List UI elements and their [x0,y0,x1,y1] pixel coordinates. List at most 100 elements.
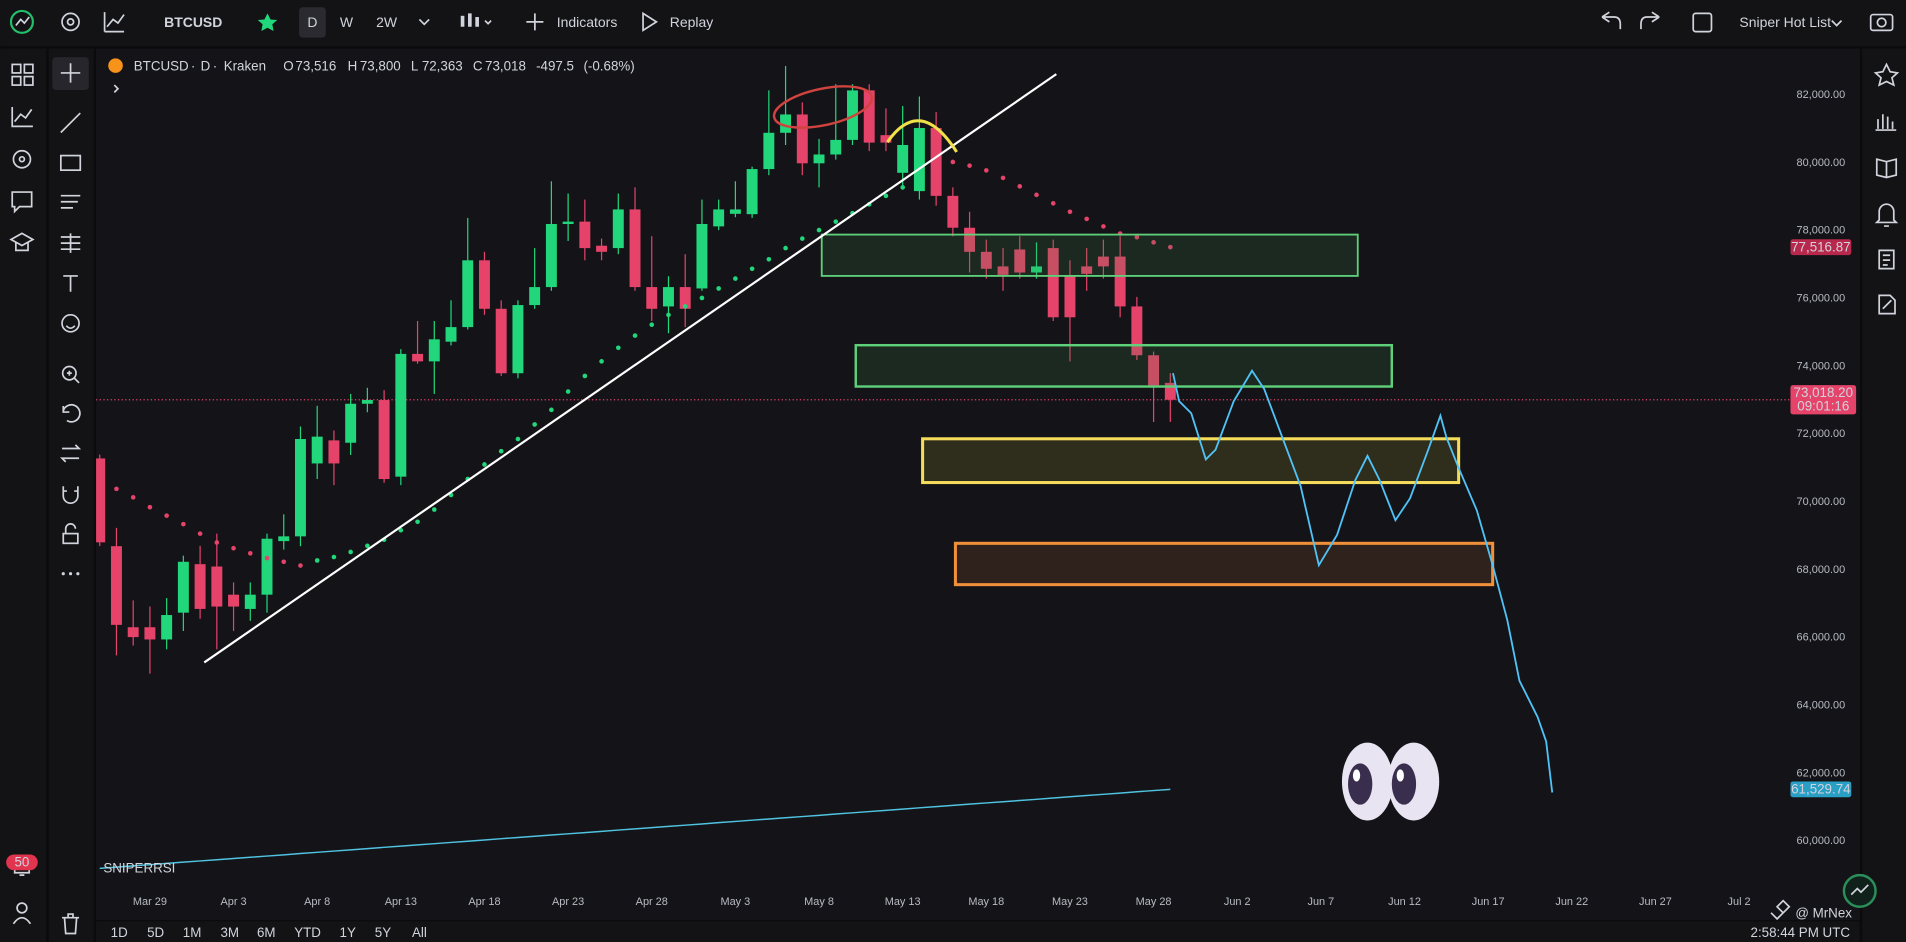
range-button[interactable]: 1D [111,925,128,940]
candle-body [679,287,691,309]
undo-button[interactable] [1601,11,1622,30]
legend-separator: · [213,58,217,73]
indicator-label: SNIPERRSI [103,861,175,876]
y-tick-label: 80,000.00 [1797,157,1846,169]
range-button[interactable]: 5Y [375,925,391,940]
candle-body [1114,256,1126,307]
legend-value: 72,363 [422,58,463,73]
text-tool[interactable] [63,275,78,292]
x-tick-label: May 23 [1052,896,1088,908]
range-button[interactable]: 1M [183,925,202,940]
candle-body [144,627,156,640]
watchlist-button[interactable]: Sniper Hot List [1739,14,1831,30]
interval-button[interactable]: D [307,14,317,30]
bottom-toolbar [96,921,1860,942]
range-button[interactable]: 5D [147,925,164,940]
range-button[interactable]: 1Y [340,925,356,940]
y-tick-label: 72,000.00 [1797,428,1846,440]
zone [854,343,1394,388]
symbol[interactable]: BTCUSD [164,14,222,30]
layout-button[interactable] [1692,12,1713,33]
legend-separator: · [191,58,195,73]
chat-button[interactable] [11,191,33,214]
candle-body [278,536,290,542]
magnet-tool[interactable] [62,486,79,504]
fib-tool[interactable] [60,194,81,209]
emoji-tool[interactable] [61,313,80,333]
interval-button[interactable]: 2W [376,14,398,30]
hotlist-button[interactable] [12,149,32,169]
shape-tool[interactable] [59,154,82,172]
sar-dot [114,486,119,492]
chart-button[interactable] [11,106,33,128]
favorite-star[interactable] [257,13,278,31]
legend-key: C [473,58,483,73]
replay-tool[interactable] [59,444,82,463]
chart-type-button[interactable] [103,12,125,33]
indicators-button[interactable]: Indicators [557,14,618,30]
x-tick-label: May 13 [885,896,921,908]
settings-button[interactable] [61,12,80,32]
legend-key: H [348,58,358,73]
sar-dot [917,172,922,178]
candle-body [545,224,557,288]
logo[interactable] [9,9,34,34]
news-panel[interactable] [1875,158,1898,179]
sar-dot [314,558,320,563]
x-tick-label: Mar 29 [133,896,167,908]
legend-value: 73,800 [360,58,401,73]
assistant-button[interactable] [1842,873,1877,908]
trendline-tool[interactable] [60,112,81,134]
range-button[interactable]: YTD [294,925,321,940]
alerts-badge: 50 [15,855,30,870]
legend-value: 73,516 [295,58,336,73]
depth-panel[interactable] [1875,114,1897,131]
range-button[interactable]: 6M [257,925,276,940]
candle-body [96,458,106,543]
candle-body [913,128,925,192]
sar-dot [181,521,186,527]
candle-body [378,400,390,480]
sar-dot [599,359,604,364]
sar-dot [498,448,504,454]
alerts-panel[interactable] [1874,203,1899,227]
lock-tool[interactable] [62,523,79,545]
x-tick-label: Jun 12 [1388,896,1421,908]
sar-dot [1084,216,1089,222]
sar-dot [984,168,989,173]
candle-body [328,440,340,464]
crosshair-tool[interactable] [60,63,81,83]
redo-button[interactable] [1640,11,1660,30]
legend-expand[interactable] [113,84,120,93]
candle-body [1047,248,1059,318]
interval-button[interactable]: W [340,14,354,30]
replay-button[interactable]: Replay [670,14,713,30]
watchlist-dropdown[interactable] [1831,20,1843,27]
more-tools[interactable] [61,572,80,576]
measure-tool[interactable] [62,404,81,423]
notes-panel[interactable] [1878,249,1895,270]
sar-dot [1000,175,1006,181]
screenshot-button[interactable] [1869,13,1894,32]
candle-body [311,436,323,464]
layouts-button[interactable] [11,63,34,86]
profile-button[interactable] [12,902,32,925]
sar-dot [632,333,638,338]
ideas-panel[interactable] [1878,294,1896,315]
candle-body [713,209,725,227]
range-button[interactable]: 3M [221,925,240,940]
candle-body [1031,266,1042,273]
candle-style-button[interactable] [460,13,492,27]
education-button[interactable] [9,232,35,252]
zoom-tool[interactable] [61,365,80,384]
sar-dot [214,540,220,545]
legend-change: -497.5 [536,58,574,73]
delete-tool[interactable] [62,913,80,935]
watchlist-panel[interactable] [1873,62,1900,87]
pattern-tool[interactable] [60,233,81,253]
sar-dot [147,504,153,510]
interval-dropdown[interactable] [418,18,430,26]
candle-body [796,114,808,164]
sar-dot [1168,244,1173,250]
range-button[interactable]: All [412,925,427,940]
